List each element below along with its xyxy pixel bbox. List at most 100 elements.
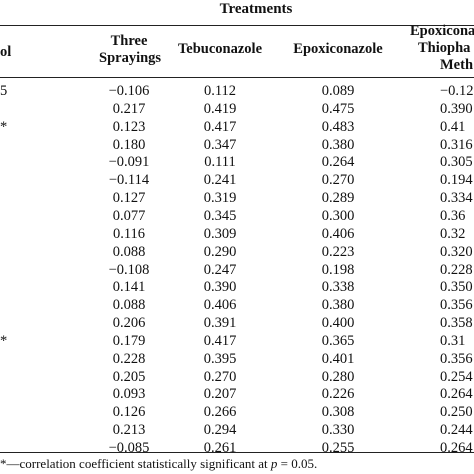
table-cell: 0.356: [440, 297, 473, 314]
col-header-epoxiconazole-thiophanate: Epoxicona Thiopha Meth: [410, 23, 474, 74]
table-cell: 0.356: [440, 350, 473, 367]
table-cell: 0.280: [321, 368, 355, 385]
table-cell: 0.228: [440, 261, 473, 278]
col-header-control-line: ol: [0, 44, 12, 60]
table-cell: 0.126: [112, 404, 146, 421]
table-cell: 0.406: [321, 225, 355, 242]
table-cell: 0.483: [321, 118, 355, 135]
table-cell: 0.179: [112, 332, 146, 349]
table-cell: 0.350: [440, 279, 473, 296]
col-header-epoxiconazole-line1: Epoxiconazole: [293, 41, 383, 57]
row-label: *: [0, 332, 8, 349]
col-header-tebuconazole-line1: Tebuconazole: [177, 41, 263, 57]
table-cell: 0.395: [203, 350, 237, 367]
table-cell: 0.358: [440, 315, 473, 332]
table-cell: 0.250: [440, 404, 473, 421]
table-cell: 0.309: [203, 225, 237, 242]
table-cell: 0.308: [321, 404, 355, 421]
table-cell: 0.127: [112, 190, 146, 207]
table-cell: 0.213: [112, 422, 146, 439]
table-cell: 0.228: [112, 350, 146, 367]
table-cell: 0.305: [440, 154, 473, 171]
table-cell: 0.264: [440, 440, 473, 456]
col-header-epoxiconazole-thiophanate-line2: Thiopha: [418, 40, 471, 56]
footnote: *—correlation coefficient statistically …: [0, 456, 317, 472]
table-cell: 0.41: [440, 118, 466, 135]
table-cell: 0.406: [203, 297, 237, 314]
table-cell: 0.088: [112, 243, 146, 260]
table-cell: 0.320: [440, 243, 473, 260]
table-cell: 0.289: [321, 190, 355, 207]
table-cell: 0.338: [321, 279, 355, 296]
col-header-epoxiconazole-thiophanate-line3: Meth: [440, 57, 474, 73]
table-cell: 0.417: [203, 332, 237, 349]
table-cell: 0.294: [203, 422, 237, 439]
table-cell: 0.390: [203, 279, 237, 296]
table-cell: 0.334: [440, 190, 473, 207]
group-header-rule: [0, 25, 474, 26]
table-cell: −0.108: [108, 261, 150, 278]
table-cell: 0.401: [321, 350, 355, 367]
table-cell: 0.254: [440, 368, 473, 385]
table-cell: 0.264: [440, 386, 473, 403]
col-header-control: ol: [0, 44, 11, 61]
table-cell: 0.417: [203, 118, 237, 135]
table-cell: 0.180: [112, 136, 146, 153]
footnote-variable: p: [270, 456, 278, 471]
table-cell: 0.093: [112, 386, 146, 403]
table-cell: 0.217: [112, 100, 146, 117]
col-header-epoxiconazole-thiophanate-line1: Epoxicona: [410, 23, 474, 39]
table-cell: 0.205: [112, 368, 146, 385]
table-cell: 0.380: [321, 297, 355, 314]
table-cell: 0.141: [112, 279, 146, 296]
table-cell: 0.264: [321, 154, 355, 171]
table-cell: 0.111: [204, 154, 236, 171]
table-cell: 0.319: [203, 190, 237, 207]
table-cell: 0.270: [203, 368, 237, 385]
table-cell: 0.330: [321, 422, 355, 439]
table-cell: 0.112: [203, 83, 237, 99]
table-cell: 0.36: [440, 207, 466, 224]
table-cell: −0.12: [440, 83, 474, 99]
table-cell: 0.206: [112, 315, 146, 332]
table-cell: 0.390: [440, 100, 473, 117]
col-header-epoxiconazole: Epoxiconazole: [279, 41, 397, 58]
table-cell: 0.247: [203, 261, 237, 278]
table-cell: 0.380: [321, 136, 355, 153]
table-cell: 0.089: [321, 83, 355, 99]
table-cell: 0.345: [203, 207, 237, 224]
table-cell: 0.077: [112, 207, 146, 224]
table-cell: 0.300: [321, 207, 355, 224]
footnote-tail: = 0.05.: [277, 456, 318, 471]
col-header-three-sprayings-line2: Sprayings: [99, 50, 162, 66]
table-cell: 0.316: [440, 136, 473, 153]
table-cell: 0.088: [112, 297, 146, 314]
table-cell: −0.091: [108, 154, 150, 171]
table-cell: 0.347: [203, 136, 237, 153]
col-header-three-sprayings-line1: Three: [110, 33, 148, 49]
table-cell: 0.198: [321, 261, 355, 278]
table-cell: 0.365: [321, 332, 355, 349]
table-cell: 0.244: [440, 422, 473, 439]
table-cell: 0.266: [203, 404, 237, 421]
table-cell: 0.290: [203, 243, 237, 260]
col-header-tebuconazole: Tebuconazole: [158, 41, 282, 58]
table-cell: −0.114: [108, 172, 150, 189]
table-cell: 0.223: [321, 243, 355, 260]
table-cell: 0.241: [203, 172, 237, 189]
table-cell: 0.391: [203, 315, 237, 332]
footnote-text: *—correlation coefficient statistically …: [0, 456, 271, 471]
table-cell: 0.116: [112, 225, 146, 242]
table-cell: −0.106: [108, 83, 150, 99]
col-header-three-sprayings: Three Sprayings: [99, 33, 162, 67]
table-cell: 0.419: [203, 100, 237, 117]
table-cell: 0.475: [321, 100, 355, 117]
row-label: 5: [0, 83, 8, 99]
table-cell: 0.123: [112, 118, 146, 135]
table-cell: 0.270: [321, 172, 355, 189]
table-bottom-rule: [0, 452, 474, 453]
table-cell: 0.226: [321, 386, 355, 403]
header-bottom-rule: [0, 77, 474, 78]
treatments-group-header: Treatments: [219, 1, 293, 17]
